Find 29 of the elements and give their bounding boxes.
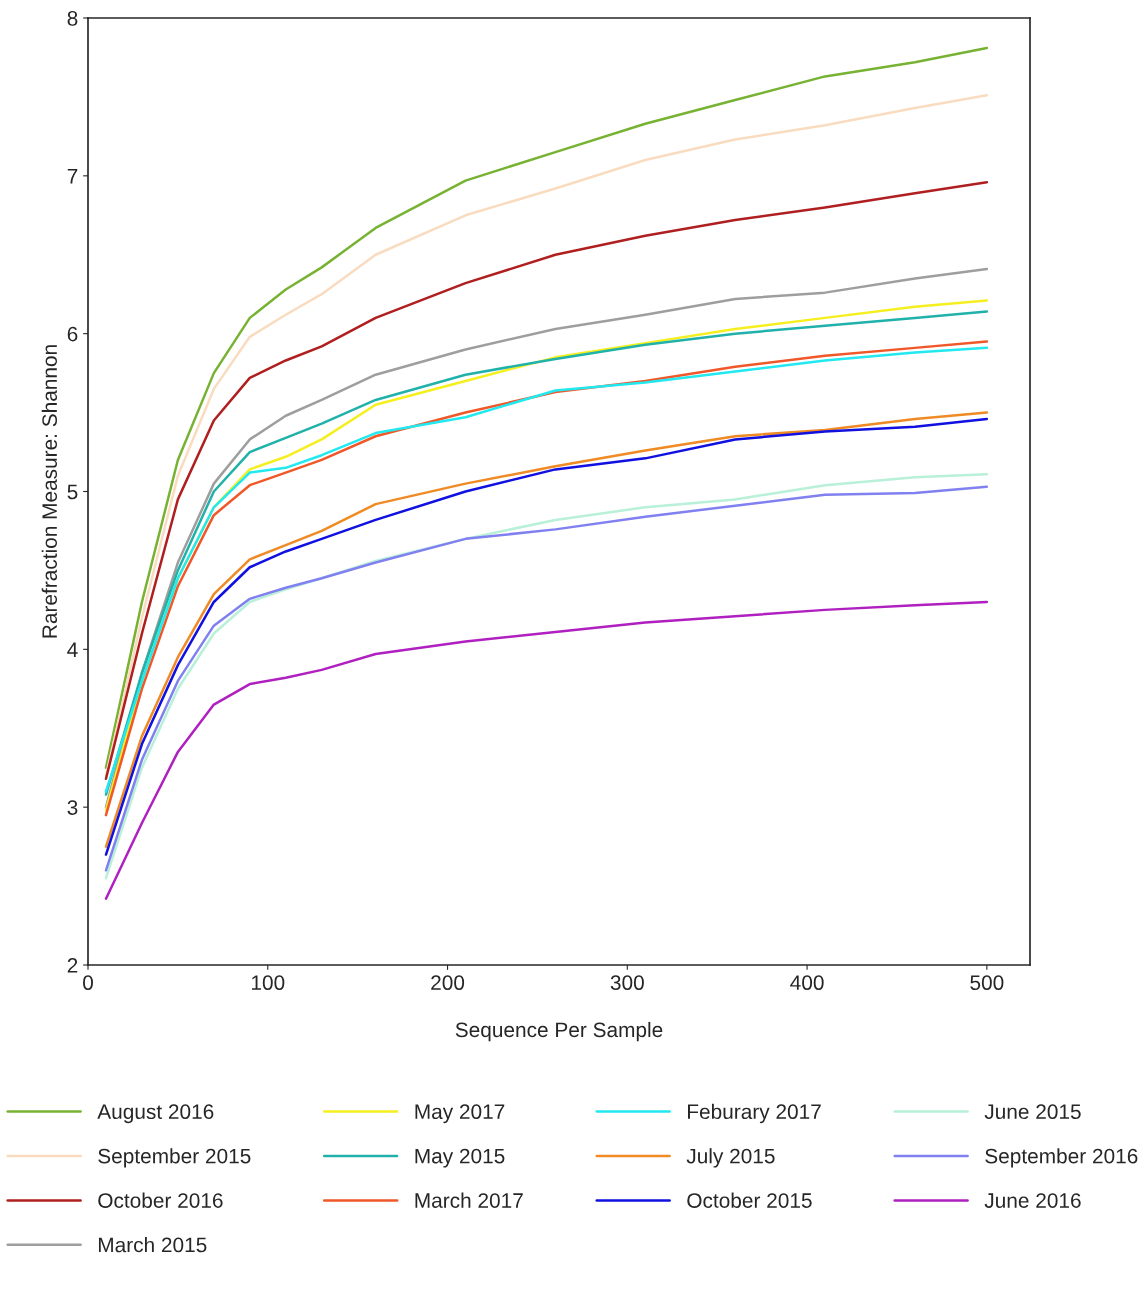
legend-label: September 2015 <box>98 1148 251 1168</box>
y-tick-label: 4 <box>67 642 78 657</box>
legend-label: October 2015 <box>687 1192 812 1208</box>
y-tick-label: 6 <box>67 326 78 342</box>
legend-label: June 2015 <box>984 1104 1081 1120</box>
legend-label: March 2017 <box>415 1192 523 1208</box>
x-tick-label: 100 <box>251 975 285 991</box>
y-tick-label: 7 <box>67 169 78 184</box>
legend-label: May 2015 <box>415 1148 505 1168</box>
x-tick-label: 300 <box>610 975 644 991</box>
legend-label: August 2016 <box>97 1104 214 1124</box>
x-tick-label: 0 <box>83 975 93 991</box>
line-series <box>104 600 989 900</box>
y-tick-label: 3 <box>67 800 78 815</box>
legend-label: October 2016 <box>98 1192 223 1208</box>
x-axis-title: Sequence Per Sample <box>455 1021 663 1042</box>
x-tick-label: 500 <box>970 975 1004 991</box>
x-tick-label: 400 <box>790 975 824 991</box>
y-tick-label: 8 <box>67 11 78 26</box>
y-axis-title: Rarefraction Measure: Shannon <box>41 345 58 638</box>
legend-label: May 2017 <box>415 1104 505 1124</box>
x-tick-label: 200 <box>431 975 465 991</box>
legend-label: September 2016 <box>985 1148 1138 1168</box>
y-tick-label: 2 <box>67 958 78 973</box>
legend-label: June 2016 <box>984 1193 1081 1208</box>
legend-label: Feburary 2017 <box>688 1103 821 1124</box>
legend-label: July 2015 <box>686 1148 775 1168</box>
legend-label: March 2015 <box>98 1237 207 1253</box>
y-tick-label: 5 <box>67 484 78 500</box>
